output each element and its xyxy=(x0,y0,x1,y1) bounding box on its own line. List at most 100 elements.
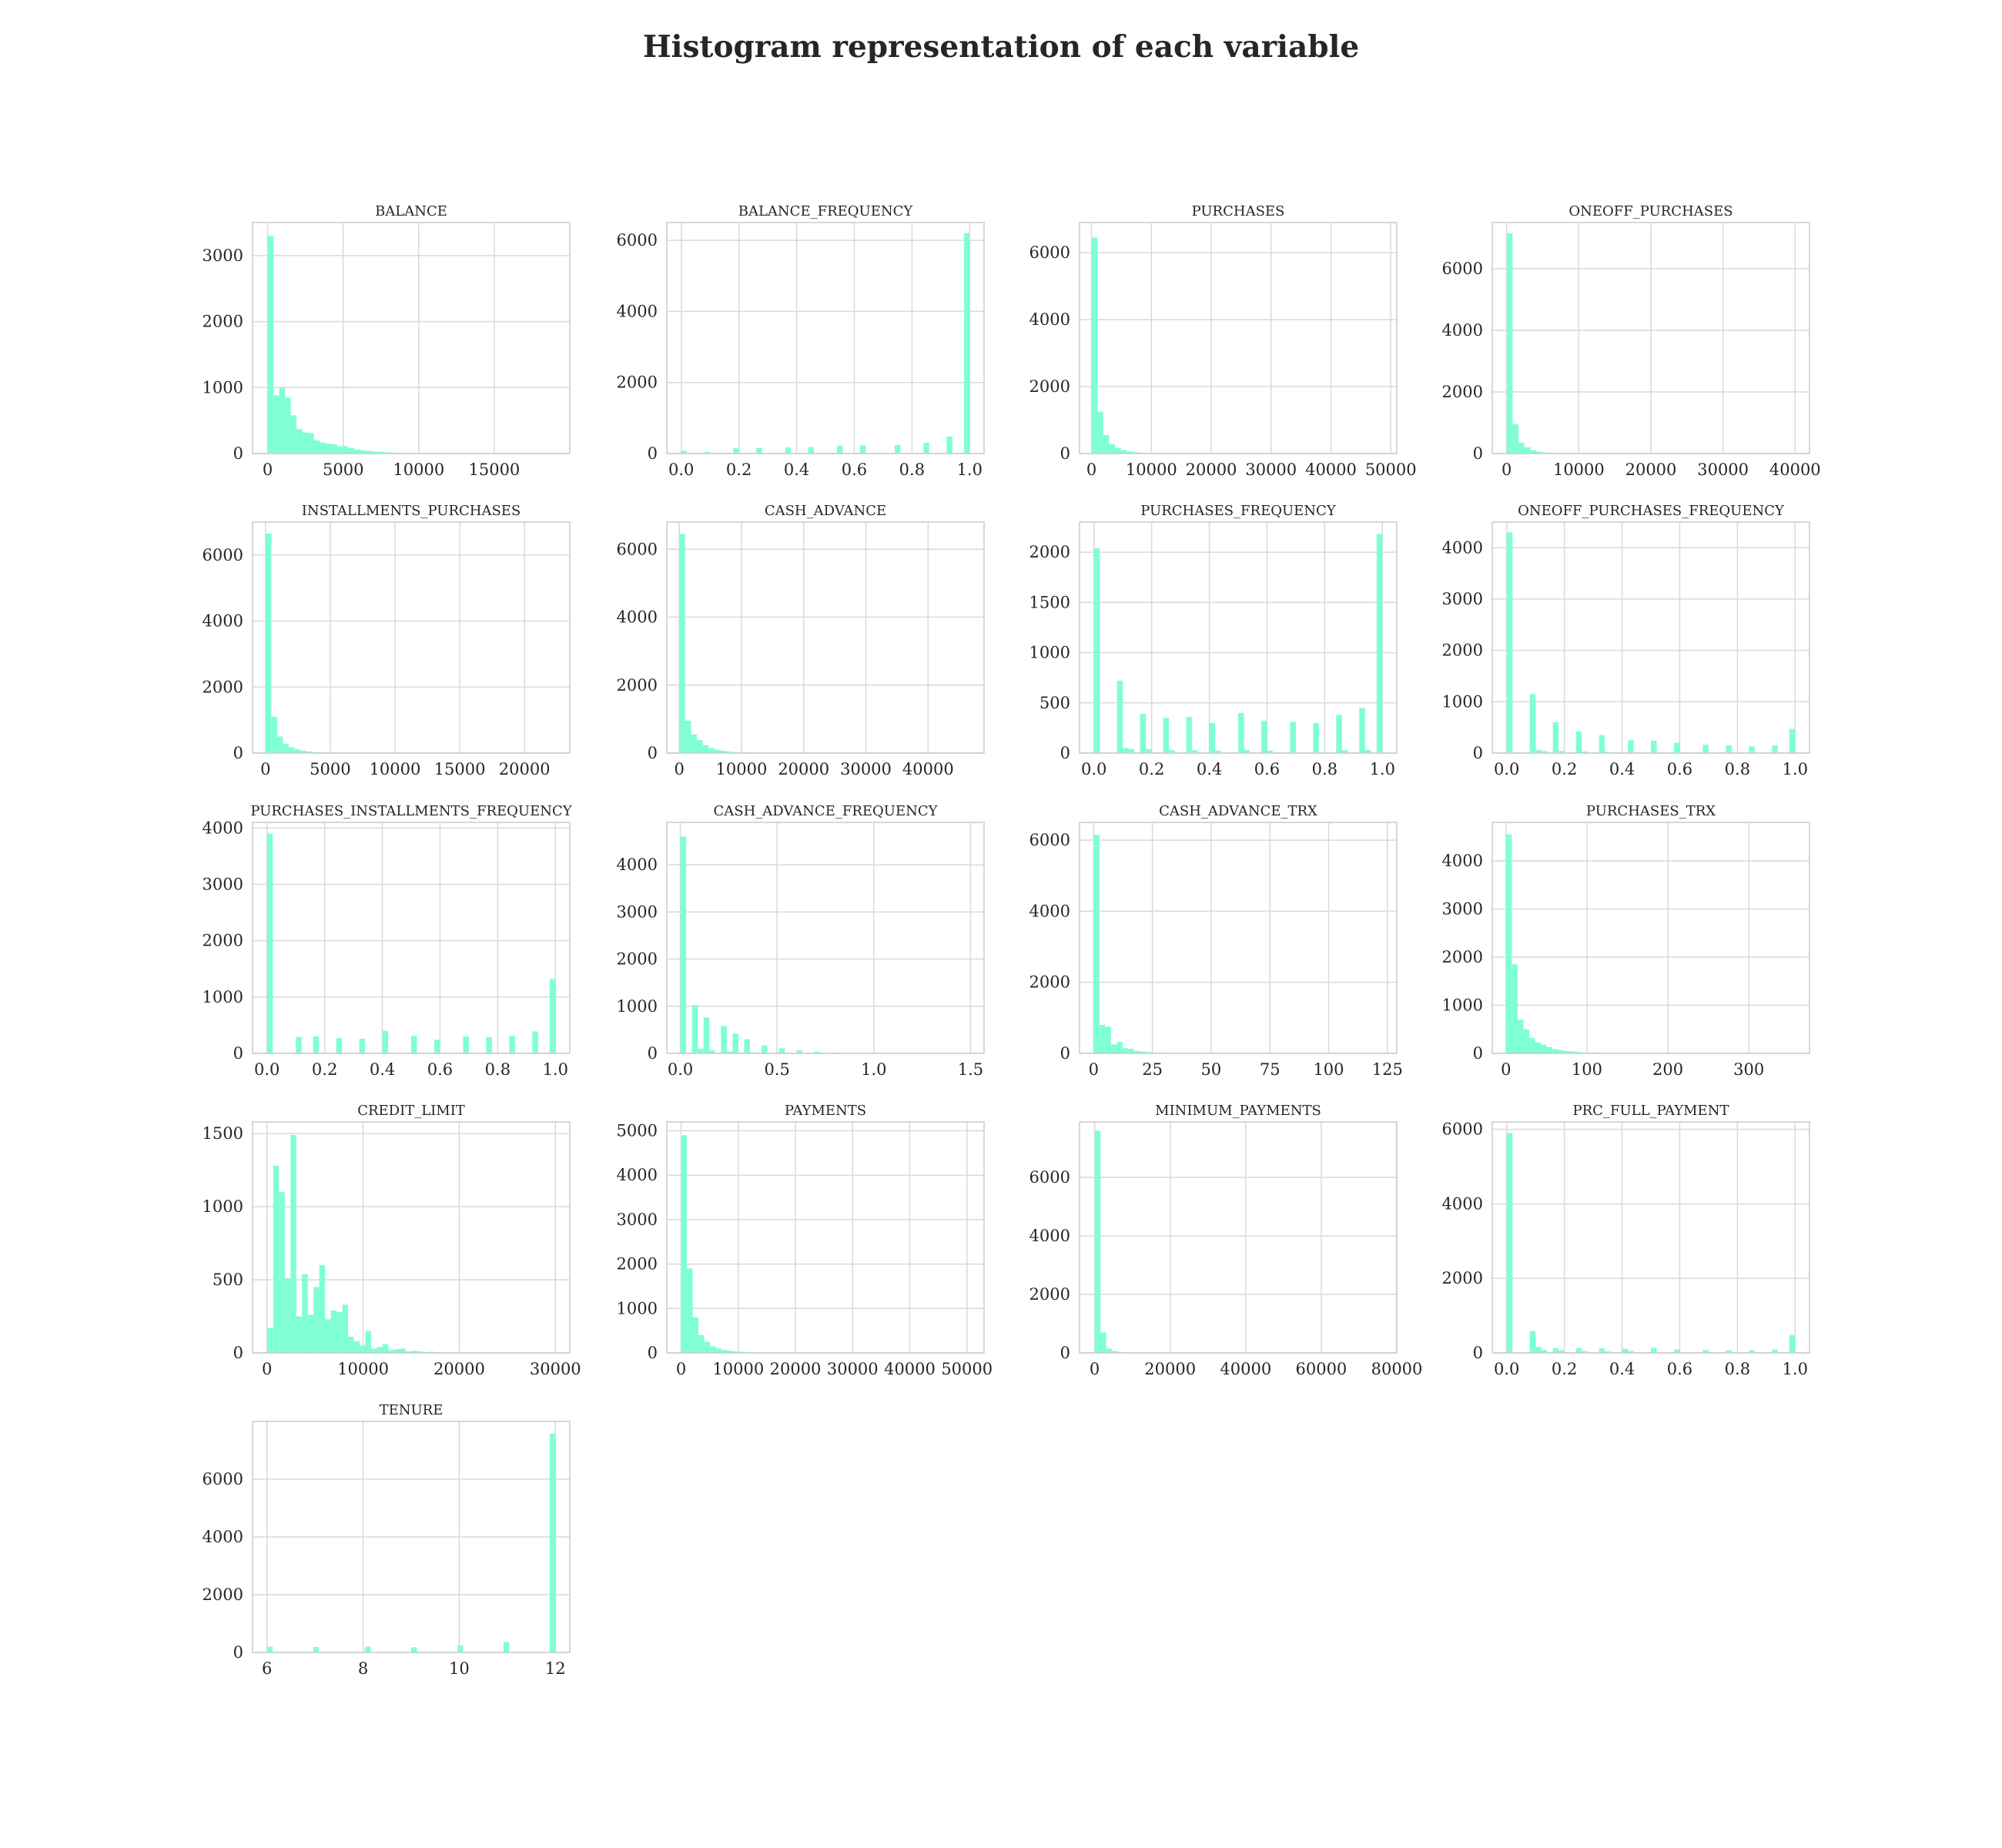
histogram-bar xyxy=(709,1050,715,1053)
x-tick-label: 15000 xyxy=(434,760,486,778)
panel-title: CASH_ADVANCE xyxy=(765,503,886,519)
histogram-bar xyxy=(411,1647,417,1652)
panel-title: PURCHASES xyxy=(1192,203,1285,219)
histogram-bar xyxy=(1186,717,1193,753)
histogram-panel-10: CASH_ADVANCE_TRX 0 25 50 75 100 125 0 2000 4000 60… xyxy=(1029,803,1403,1079)
x-tick-label: 40000 xyxy=(1305,460,1357,479)
histogram-bar xyxy=(698,1048,704,1053)
x-tick-label: 0.4 xyxy=(784,460,809,479)
histogram-bar xyxy=(1376,534,1383,753)
x-tick-label: 0 xyxy=(1089,1060,1099,1079)
x-tick-label: 0.6 xyxy=(427,1060,453,1079)
x-tick-label: 60000 xyxy=(1295,1360,1347,1378)
histogram-bar xyxy=(1122,1048,1129,1053)
y-tick-label: 2000 xyxy=(1029,543,1070,561)
x-tick-label: 1.5 xyxy=(958,1060,983,1079)
x-tick-label: 75 xyxy=(1260,1060,1281,1079)
histogram-bar xyxy=(306,752,313,753)
histogram-bar xyxy=(532,1031,538,1053)
x-tick-label: 40000 xyxy=(884,1360,936,1378)
histogram-bar xyxy=(732,1033,738,1053)
histogram-panel-1: BALANCE_FREQUENCY 0.0 0.2 0.4 0.6 0.8 1.0 0 2000… xyxy=(617,203,985,479)
x-tick-label: 10000 xyxy=(393,460,444,479)
histogram-bar xyxy=(400,1348,406,1353)
x-tick-label: 0.0 xyxy=(668,1060,693,1079)
histogram-panel-0: BALANCE 0 5000 10000 15000 0 1000 2000 3000 xyxy=(203,203,571,479)
x-tick-label: 100 xyxy=(1313,1060,1344,1079)
y-tick-label: 6000 xyxy=(617,540,658,558)
y-tick-label: 0 xyxy=(233,1643,243,1662)
histogram-panel-12: CREDIT_LIMIT 0 10000 20000 30000 0 500 1000 1500 xyxy=(203,1103,581,1378)
y-tick-label: 2000 xyxy=(1442,383,1483,401)
panel-title: BALANCE_FREQUENCY xyxy=(738,203,914,219)
x-tick-label: 0.4 xyxy=(1609,1360,1635,1378)
histogram-bar xyxy=(388,1350,394,1353)
histogram-bar xyxy=(366,450,372,454)
histogram-bar xyxy=(727,1351,734,1353)
histogram-bar xyxy=(1099,1025,1106,1053)
histogram-bar xyxy=(710,1346,716,1353)
y-tick-label: 4000 xyxy=(617,302,658,320)
histogram-bar xyxy=(1524,447,1531,454)
histogram-bar xyxy=(836,445,843,454)
x-tick-label: 0 xyxy=(260,760,270,778)
axes-frame xyxy=(1491,521,1810,754)
histogram-bar xyxy=(715,1348,722,1353)
histogram-bar xyxy=(1651,1348,1657,1353)
y-tick-label: 4000 xyxy=(1442,1194,1483,1213)
histogram-bar xyxy=(1528,1038,1535,1053)
x-tick-label: 0 xyxy=(1501,1060,1511,1079)
histogram-bar xyxy=(1622,1348,1629,1353)
x-tick-label: 0 xyxy=(263,460,273,479)
histogram-bar xyxy=(1506,1133,1513,1353)
x-tick-label: 30000 xyxy=(827,1360,879,1378)
x-tick-label: 20000 xyxy=(499,760,551,778)
y-tick-label: 4000 xyxy=(1029,1227,1070,1245)
x-tick-label: 40000 xyxy=(1220,1360,1271,1378)
histogram-bar xyxy=(365,1646,371,1652)
histogram-bar xyxy=(1535,1042,1542,1053)
x-tick-label: 40000 xyxy=(902,760,954,778)
y-tick-label: 0 xyxy=(1473,444,1483,463)
y-tick-label: 4000 xyxy=(1442,538,1483,557)
histogram-bar xyxy=(1726,745,1732,753)
x-tick-label: 30000 xyxy=(530,1360,581,1378)
histogram-bar xyxy=(411,1351,417,1353)
panel-title: PURCHASES_TRX xyxy=(1586,803,1716,819)
y-tick-label: 1000 xyxy=(1442,692,1483,711)
histogram-bar xyxy=(721,1349,728,1353)
x-tick-label: 0.2 xyxy=(1552,760,1577,778)
histogram-bar xyxy=(370,1348,377,1353)
histogram-bar xyxy=(1313,722,1319,753)
histogram-bar xyxy=(1506,233,1513,454)
y-tick-label: 0 xyxy=(1473,744,1483,762)
histogram-bar xyxy=(296,1316,303,1353)
axes-frame xyxy=(252,1421,571,1653)
histogram-bar xyxy=(382,1030,389,1053)
y-tick-label: 0 xyxy=(233,1044,243,1063)
axes-frame xyxy=(1079,222,1398,454)
x-tick-label: 0 xyxy=(676,1360,686,1378)
histogram-bar xyxy=(1535,1347,1542,1353)
histogram-bar xyxy=(1106,1348,1113,1353)
histogram-bar xyxy=(1133,1050,1140,1053)
y-tick-label: 2000 xyxy=(1029,973,1070,992)
histogram-bar xyxy=(721,1026,727,1053)
histogram-bar xyxy=(1116,681,1123,753)
histogram-bar xyxy=(1789,1334,1796,1353)
x-tick-label: 30000 xyxy=(1245,460,1297,479)
histogram-bar xyxy=(1772,745,1778,753)
x-tick-label: 12 xyxy=(545,1659,566,1678)
x-tick-label: 100 xyxy=(1572,1060,1602,1079)
y-tick-label: 4000 xyxy=(617,608,658,627)
histogram-bar xyxy=(266,833,273,1053)
y-tick-label: 2000 xyxy=(203,678,243,696)
histogram-bar xyxy=(1140,1051,1146,1053)
histogram-bar xyxy=(702,745,709,753)
histogram-bar xyxy=(383,452,390,454)
histogram-bar xyxy=(1605,1351,1611,1353)
histogram-bar xyxy=(726,752,732,753)
histogram-panel-7: ONEOFF_PURCHASES_FREQUENCY 0.0 0.2 0.4 0.6 0.… xyxy=(1442,503,1810,778)
y-tick-label: 1000 xyxy=(203,378,243,397)
y-tick-label: 2000 xyxy=(617,950,658,969)
